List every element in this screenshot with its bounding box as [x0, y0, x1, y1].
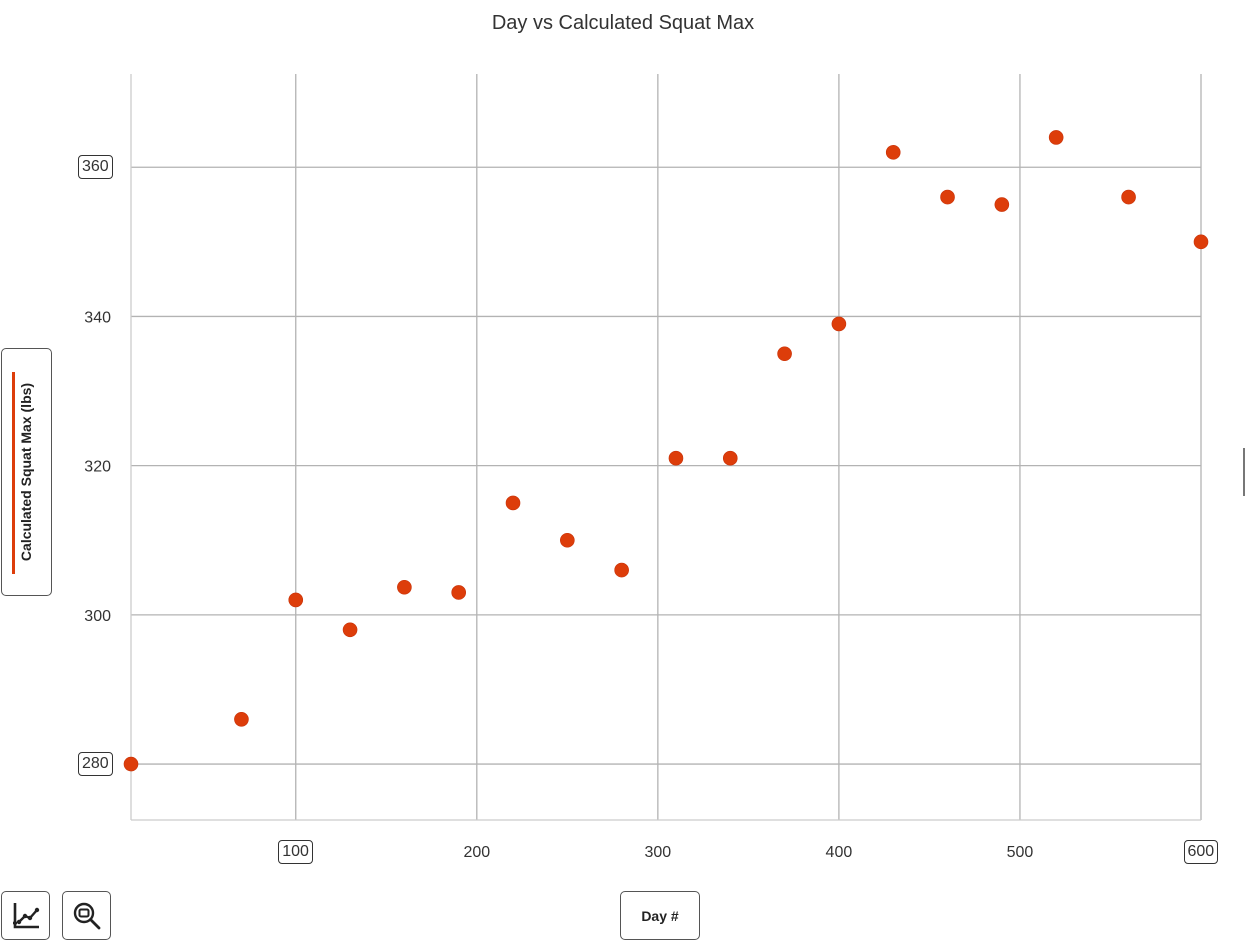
x-tick-label: 300 [645, 844, 672, 861]
data-point [831, 316, 847, 332]
y-tick-label: 320 [84, 459, 111, 476]
y-axis-label: Calculated Squat Max (lbs) [18, 382, 35, 562]
data-point [288, 592, 304, 608]
data-point [722, 450, 738, 466]
right-edge-marker [1243, 448, 1245, 496]
x-axis-label: Day # [641, 907, 679, 924]
data-point [397, 579, 412, 595]
trendline-button[interactable] [1, 891, 50, 940]
axes [130, 74, 1201, 821]
data-point [505, 495, 521, 511]
data-point [777, 346, 792, 362]
data-point [234, 711, 249, 727]
x-tick-label: 100 [278, 840, 313, 864]
data-point [1193, 234, 1209, 250]
data-point [451, 585, 466, 600]
data-point [614, 562, 629, 578]
data-points [123, 130, 1209, 772]
data-point [885, 145, 901, 160]
grid-lines [131, 74, 1202, 820]
data-point [560, 532, 575, 548]
data-point [123, 756, 139, 772]
y-axis-label-button[interactable]: Calculated Squat Max (lbs) [1, 348, 52, 596]
x-tick-label: 200 [463, 844, 490, 861]
data-point [940, 189, 955, 205]
trendline-chart-icon [12, 902, 39, 928]
data-point [994, 197, 1010, 212]
y-tick-label: 280 [78, 752, 113, 777]
data-point [1048, 130, 1064, 145]
y-tick-label: 300 [84, 608, 111, 625]
x-tick-label: 600 [1183, 840, 1219, 864]
data-point [342, 622, 358, 638]
data-point [1121, 189, 1136, 205]
x-tick-label: 400 [826, 844, 853, 861]
x-axis-label-button[interactable]: Day # [620, 891, 700, 940]
y-tick-label: 340 [84, 309, 111, 326]
zoom-magnifier-icon [73, 902, 100, 929]
x-tick-label: 500 [1007, 844, 1034, 861]
chart-title: Day vs Calculated Squat Max [491, 12, 755, 34]
y-tick-label: 360 [78, 155, 113, 180]
y-series-color-indicator [12, 372, 15, 574]
data-point [668, 450, 684, 466]
zoom-button[interactable] [62, 891, 111, 940]
tick-labels: 200 300 400 500 300 320 340 [84, 309, 1033, 861]
